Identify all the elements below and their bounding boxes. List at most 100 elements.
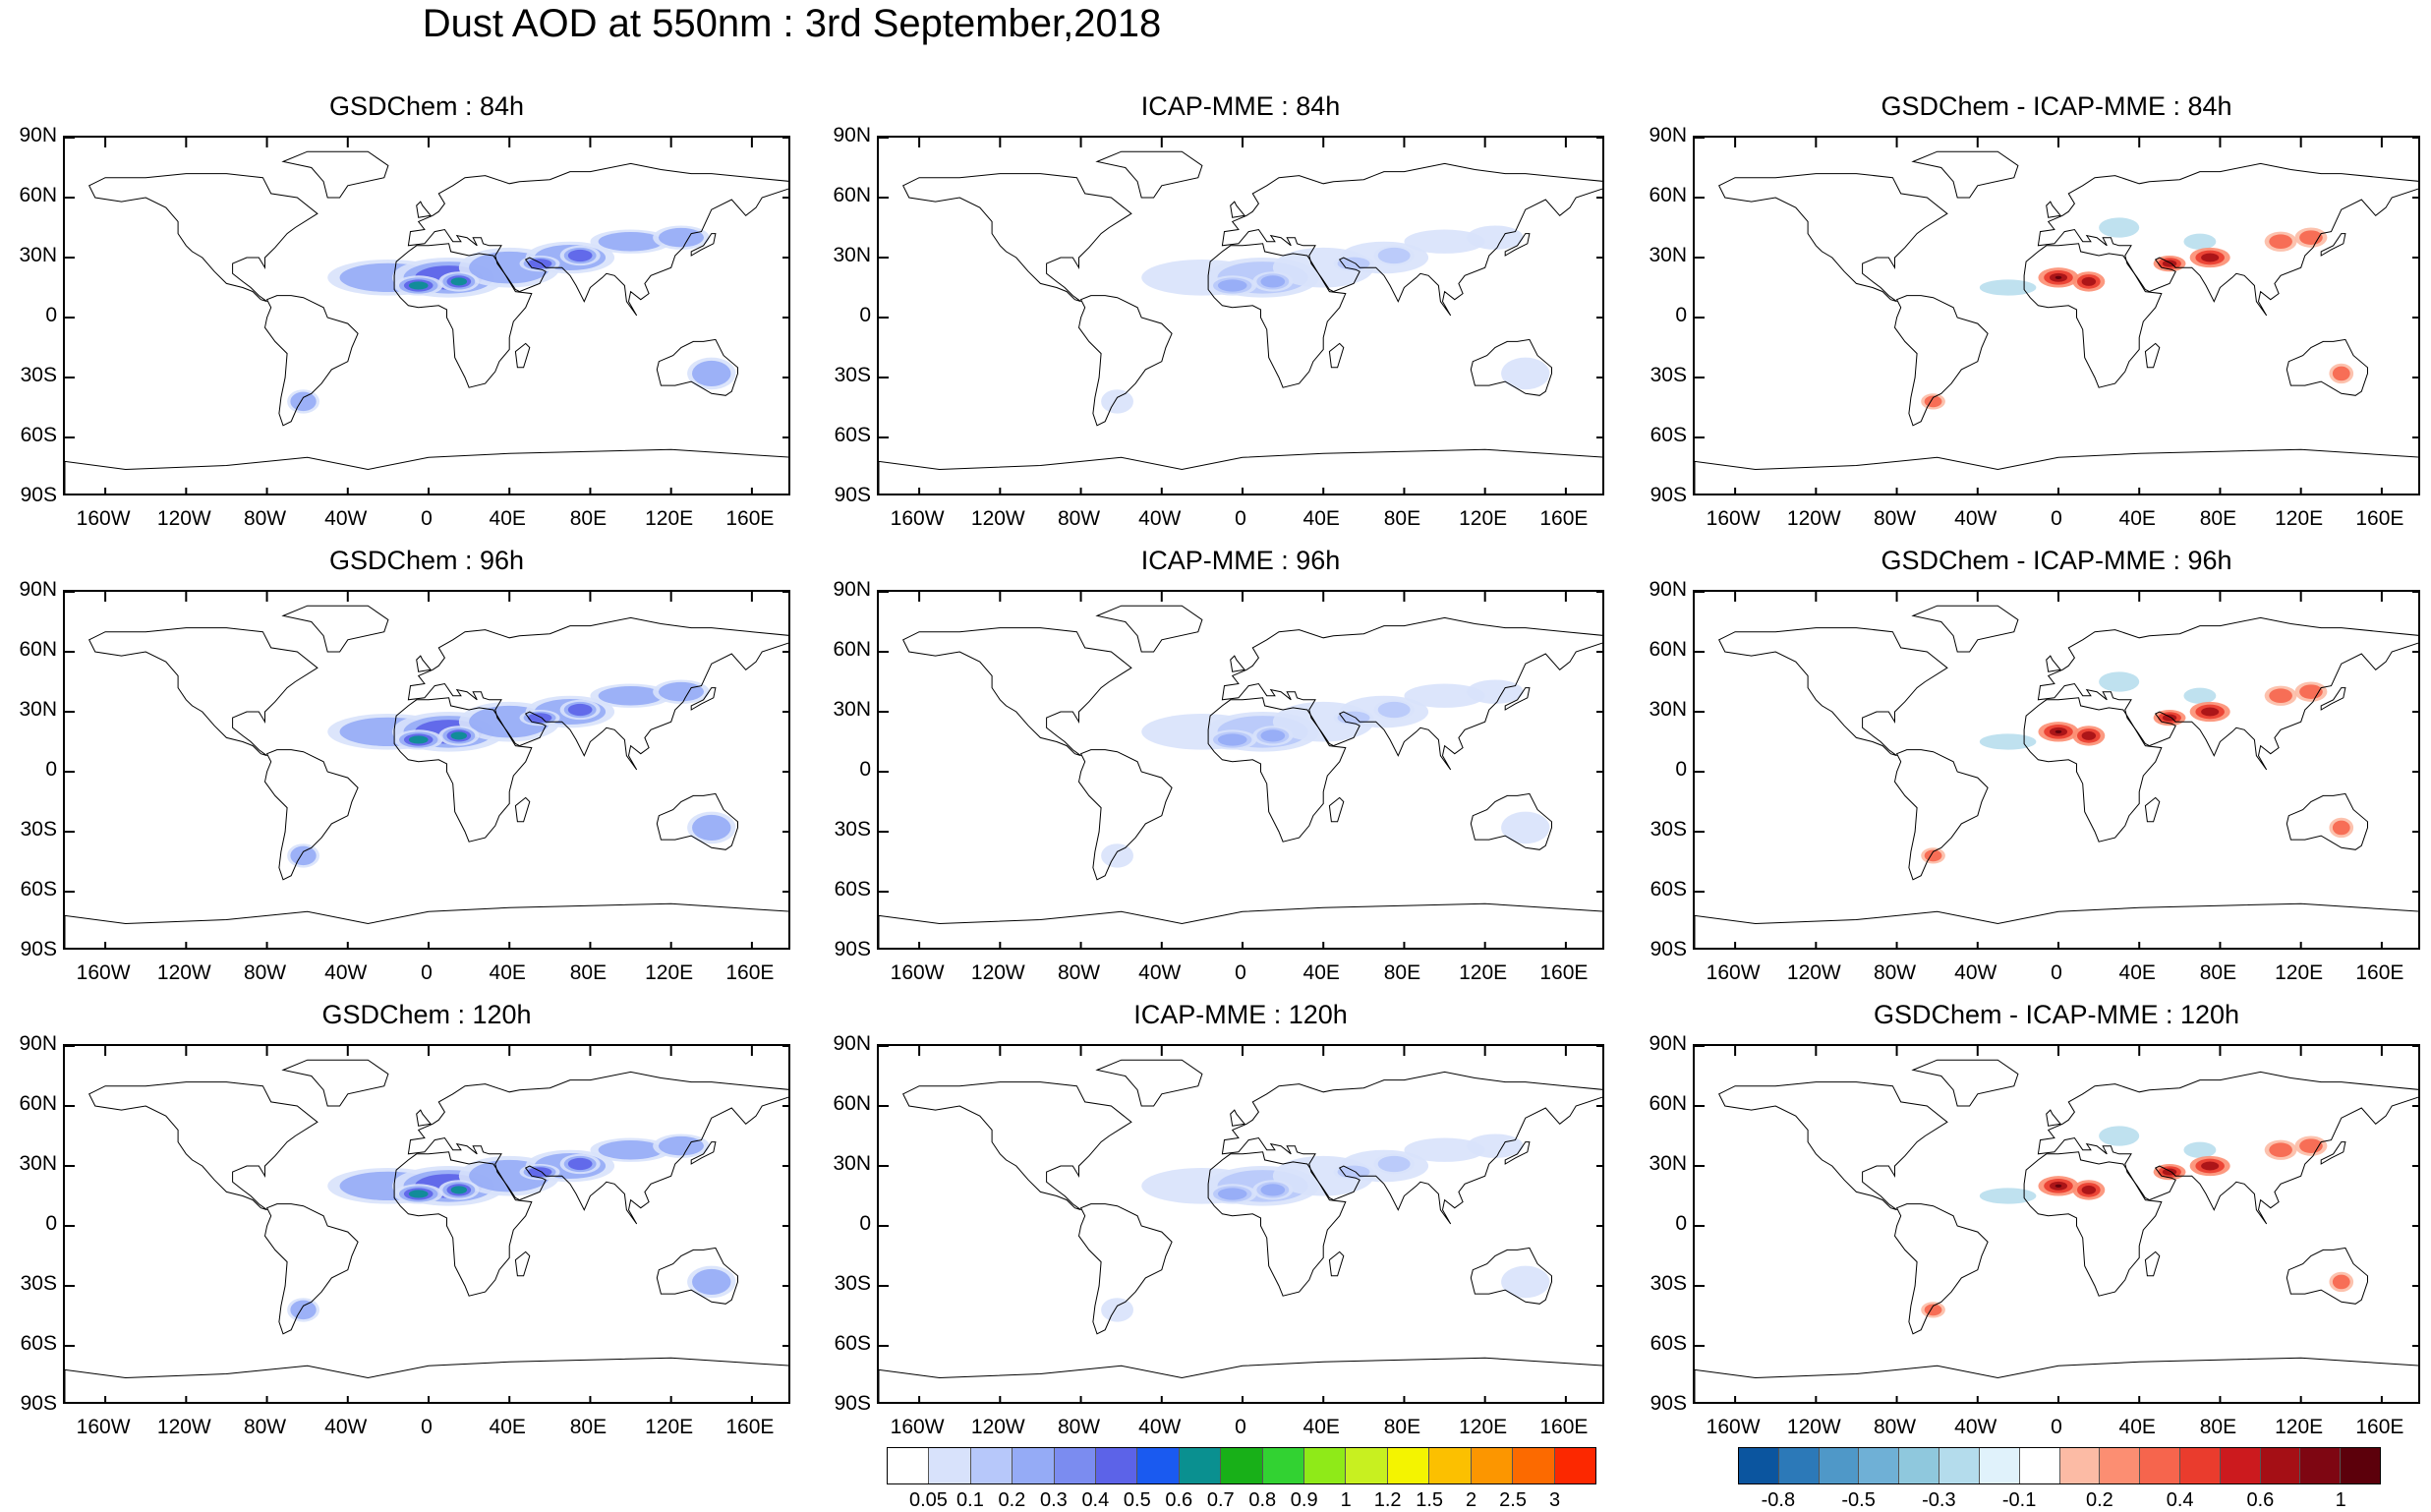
colorbar-swatch [2179,1448,2221,1483]
map-plot [879,1046,1602,1402]
aod-contour [1337,711,1370,725]
colorbar-swatch [1429,1448,1472,1483]
latitude-label: 30N [19,698,57,721]
aod-contour [1260,275,1286,288]
aod-contour [408,1190,429,1198]
coastline [2286,792,2368,850]
coastline [1207,243,1347,388]
coastline [2320,233,2346,257]
axis-ticks [65,1046,788,1402]
latitude-label: 90S [834,484,871,506]
colorbar-tick-label: 3 [1548,1489,1561,1511]
latitude-label: 0 [45,1212,57,1235]
longitude-label: 80W [243,507,287,530]
longitude-label: 80W [243,1416,287,1438]
longitude-label: 80E [2199,1416,2237,1438]
colorbar-swatch [2059,1448,2101,1483]
colorbar-tick-label: 1 [1340,1489,1352,1511]
longitude-label: 160W [1706,1416,1761,1438]
coastline [263,1203,359,1335]
latitude-label: 0 [859,304,871,326]
colorbar-swatch [1899,1448,1940,1483]
colorbar-tick-label: 0.5 [1123,1489,1151,1511]
aod-contour [450,1186,468,1194]
coastline [393,697,533,843]
coastline [1718,1081,1948,1211]
negative-difference [1979,1188,2037,1204]
latitude-label: 30N [1649,244,1687,266]
aod-contour [1260,1184,1286,1196]
colorbar-tick-label: 0.05 [909,1489,948,1511]
coastlines [879,605,1602,948]
coastline [1718,173,1948,303]
positive-difference [2269,688,2292,704]
colorbar-tick-label: 0.2 [2085,1489,2113,1511]
coastline [1207,697,1347,843]
colorbar-swatch [1221,1448,1263,1483]
axis-ticks [1695,592,2418,948]
axis-ticks [65,592,788,948]
aod-contour [692,1268,731,1295]
positive-difference [2269,234,2292,250]
latitude-label: 60N [833,638,871,661]
coastline [1077,749,1173,881]
map-plot [65,138,788,494]
aod-contour [450,731,468,740]
latitude-label: 0 [1675,758,1687,781]
coastline [263,749,359,881]
coastline [1207,1151,1347,1297]
coastline [2144,796,2161,823]
aod-contour [408,735,429,744]
latitude-label: 90N [19,1032,57,1055]
positive-difference [2332,1274,2350,1290]
coastline [2037,1071,2418,1225]
latitude-label: 90S [834,938,871,960]
coastline [2037,162,2418,317]
coastline [656,792,738,850]
longitude-label: 120W [970,961,1025,984]
panel-title: GSDChem - ICAP-MME : 120h [1873,1000,2240,1029]
latitude-label: 30S [1650,364,1687,386]
latitude-label: 0 [1675,1212,1687,1235]
latitude-label: 60N [1649,184,1687,206]
longitude-label: 120W [1786,507,1841,530]
longitude-label: 120E [645,1416,694,1438]
panel-title: ICAP-MME : 120h [1133,1000,1348,1029]
coastline [2046,201,2062,218]
panel-title: GSDChem : 96h [328,546,525,575]
coastline [1328,796,1345,823]
longitude-label: 160W [76,1416,131,1438]
colorbar-tick-label: -0.1 [2001,1489,2037,1511]
map-panel [63,590,790,950]
latitude-label: 90N [1649,1032,1687,1055]
figure-title: Dust AOD at 550nm : 3rd September,2018 [422,2,1162,45]
longitude-label: 40E [2118,1416,2156,1438]
negative-difference [1979,733,2037,750]
coastline [393,243,533,388]
coastline [902,627,1132,757]
dust-field [287,225,736,414]
aod-contour [527,713,552,723]
longitude-label: 120W [970,507,1025,530]
colorbar-swatch [1054,1448,1097,1483]
latitude-label: 60N [1649,1092,1687,1115]
longitude-label: 0 [2051,961,2062,984]
longitude-label: 160W [890,961,945,984]
map-plot [1695,138,2418,494]
coastline [416,655,433,672]
longitude-label: 40E [1302,961,1340,984]
latitude-label: 0 [1675,304,1687,326]
latitude-label: 30N [19,244,57,266]
dust-field [1101,679,1550,868]
colorbar-swatch [888,1448,930,1483]
longitude-label: 80E [2199,961,2237,984]
longitude-label: 120W [156,1416,211,1438]
map-plot [65,592,788,948]
latitude-label: 60S [834,878,871,901]
aod-contour [290,1300,317,1320]
colorbar-tick-label: 0.1 [956,1489,984,1511]
coastline [1221,1071,1602,1225]
coastline [2023,1151,2163,1297]
dust-field [1921,1126,2354,1318]
coastline [2320,687,2346,711]
